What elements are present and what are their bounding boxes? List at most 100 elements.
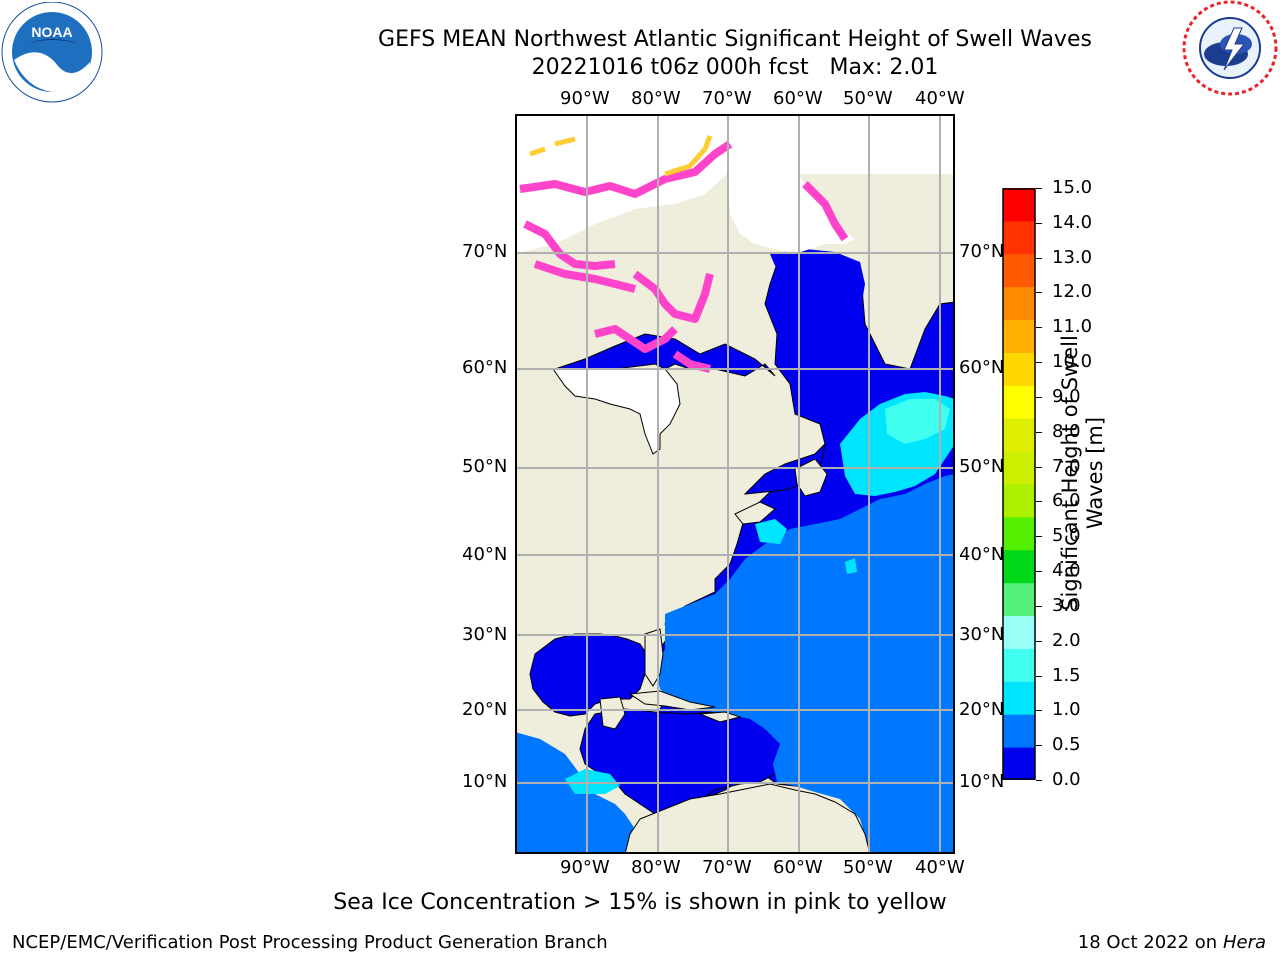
lon-label-bottom-40w: 40°W — [915, 857, 965, 878]
colorbar-tick-label: 14.0 — [1052, 211, 1093, 233]
colorbar-tick-label: 13.0 — [1052, 246, 1093, 268]
lat-label-right-60n: 60°N — [959, 357, 1005, 378]
chart-subtitle: 20221016 t06z 000h fcst Max: 2.01 — [531, 55, 939, 80]
colorbar-tick-mark — [1036, 292, 1042, 294]
colorbar-tick-label: 11.0 — [1052, 316, 1093, 338]
colorbar-tick-label: 4.0 — [1052, 560, 1081, 582]
land-cuba — [628, 690, 716, 711]
sea-ice-caption: Sea Ice Concentration > 15% is shown in … — [333, 890, 947, 915]
chart-title: GEFS MEAN Northwest Atlantic Significant… — [378, 27, 1092, 52]
colorbar-ticks: 15.0 14.0 13.0 12.0 11.0 10.0 9.0 8.0 7.0 6.0 5.0 4… — [1036, 176, 1112, 792]
map-panel — [515, 114, 955, 854]
colorbar-segment — [1003, 615, 1035, 649]
colorbar-tick-label: 10.0 — [1052, 351, 1093, 373]
hudson-bay-white — [552, 368, 681, 455]
lon-label-bottom-90w: 90°W — [560, 857, 610, 878]
nws-logo — [1178, 0, 1280, 100]
colorbar-segment — [1003, 352, 1035, 386]
colorbar-tick-label: 1.0 — [1052, 699, 1081, 721]
lat-label-left-30n: 30°N — [462, 624, 508, 645]
colorbar-tick-mark — [1036, 571, 1042, 573]
colorbar — [1002, 188, 1036, 781]
footer-date: 18 Oct 2022 on Hera — [1078, 932, 1266, 953]
colorbar-tick-mark — [1036, 222, 1042, 224]
colorbar-tick-mark — [1036, 501, 1042, 503]
colorbar-tick-label: 0.5 — [1052, 734, 1081, 756]
footer-host: Hera — [1222, 932, 1266, 953]
colorbar-segment — [1003, 714, 1035, 748]
lon-label-top-40w: 40°W — [915, 88, 965, 109]
swell-1p0-patch-a — [755, 519, 787, 544]
lat-label-right-70n: 70°N — [959, 241, 1005, 262]
map-frame — [515, 114, 955, 854]
lon-label-top-80w: 80°W — [631, 88, 681, 109]
colorbar-tick-label: 12.0 — [1052, 281, 1093, 303]
ocean-labrador — [770, 249, 865, 324]
land-south-america — [624, 783, 871, 854]
swell-0p5-atlantic — [655, 474, 955, 854]
lon-label-top-90w: 90°W — [560, 88, 610, 109]
colorbar-tick-mark — [1036, 780, 1042, 781]
lon-label-bottom-50w: 50°W — [843, 857, 893, 878]
colorbar-segment — [1003, 747, 1035, 781]
colorbar-tick-label: 6.0 — [1052, 490, 1081, 512]
colorbar-segment — [1003, 451, 1035, 485]
lat-label-left-10n: 10°N — [462, 771, 508, 792]
lat-label-right-50n: 50°N — [959, 456, 1005, 477]
colorbar-segment — [1003, 582, 1035, 617]
colorbar-label-text: Significant Height of Swell Waves [m] — [1058, 335, 1107, 611]
swell-1p0-patch-b — [565, 769, 620, 794]
colorbar-segment — [1003, 286, 1035, 321]
colorbar-tick-mark — [1036, 362, 1042, 364]
arctic-white-area — [515, 114, 955, 254]
lat-label-left-50n: 50°N — [462, 456, 508, 477]
swell-1p0-patch-c — [845, 558, 857, 574]
colorbar-tick-mark — [1036, 396, 1042, 398]
footer-date-text: 18 Oct 2022 on — [1077, 932, 1218, 953]
colorbar-tick-label: 0.0 — [1052, 769, 1081, 790]
sea-ice-pink — [519, 140, 849, 373]
lat-label-left-70n: 70°N — [462, 241, 508, 262]
colorbar-segment — [1003, 484, 1035, 518]
lon-label-bottom-60w: 60°W — [773, 857, 823, 878]
colorbar-label: Significant Height of Swell Waves [m] — [1058, 323, 1118, 623]
land-nova-scotia — [734, 501, 776, 525]
lat-label-right-40n: 40°N — [959, 544, 1005, 565]
colorbar-tick-mark — [1036, 605, 1042, 607]
colorbar-tick-mark — [1036, 466, 1042, 468]
greenland-white — [727, 169, 855, 254]
footer-branch: NCEP/EMC/Verification Post Processing Pr… — [12, 932, 608, 953]
lat-label-left-40n: 40°N — [462, 544, 508, 565]
colorbar-tick-mark — [1036, 745, 1042, 747]
lat-label-right-10n: 10°N — [959, 771, 1005, 792]
colorbar-tick-mark — [1036, 710, 1042, 712]
colorbar-segment — [1003, 549, 1035, 584]
colorbar-segment — [1003, 385, 1035, 419]
colorbar-tick-mark — [1036, 431, 1042, 433]
colorbar-segment — [1003, 253, 1035, 288]
lon-label-bottom-70w: 70°W — [702, 857, 752, 878]
graticule — [515, 114, 955, 854]
swell-1p5-core — [885, 399, 950, 444]
colorbar-segment — [1003, 418, 1035, 452]
lat-label-left-60n: 60°N — [462, 357, 508, 378]
colorbar-tick-label: 9.0 — [1052, 385, 1081, 407]
lon-label-top-60w: 60°W — [773, 88, 823, 109]
colorbar-tick-mark — [1036, 188, 1042, 189]
colorbar-tick-mark — [1036, 257, 1042, 259]
colorbar-tick-label: 7.0 — [1052, 455, 1081, 477]
noaa-logo: NOAA — [0, 1, 104, 106]
colorbar-tick-mark — [1036, 327, 1042, 329]
colorbar-segment — [1003, 220, 1035, 255]
colorbar-tick-label: 1.5 — [1052, 664, 1081, 686]
colorbar-tick-label: 3.0 — [1052, 594, 1081, 616]
lat-label-right-20n: 20°N — [959, 699, 1005, 720]
land-yucatan — [599, 696, 626, 730]
colorbar-tick-label: 15.0 — [1052, 177, 1093, 198]
lat-label-right-30n: 30°N — [959, 624, 1005, 645]
lon-label-top-70w: 70°W — [702, 88, 752, 109]
colorbar-tick-label: 5.0 — [1052, 525, 1081, 547]
colorbar-segment — [1003, 319, 1035, 353]
noaa-logo-text: NOAA — [31, 24, 72, 40]
colorbar-tick-label: 8.0 — [1052, 420, 1081, 442]
